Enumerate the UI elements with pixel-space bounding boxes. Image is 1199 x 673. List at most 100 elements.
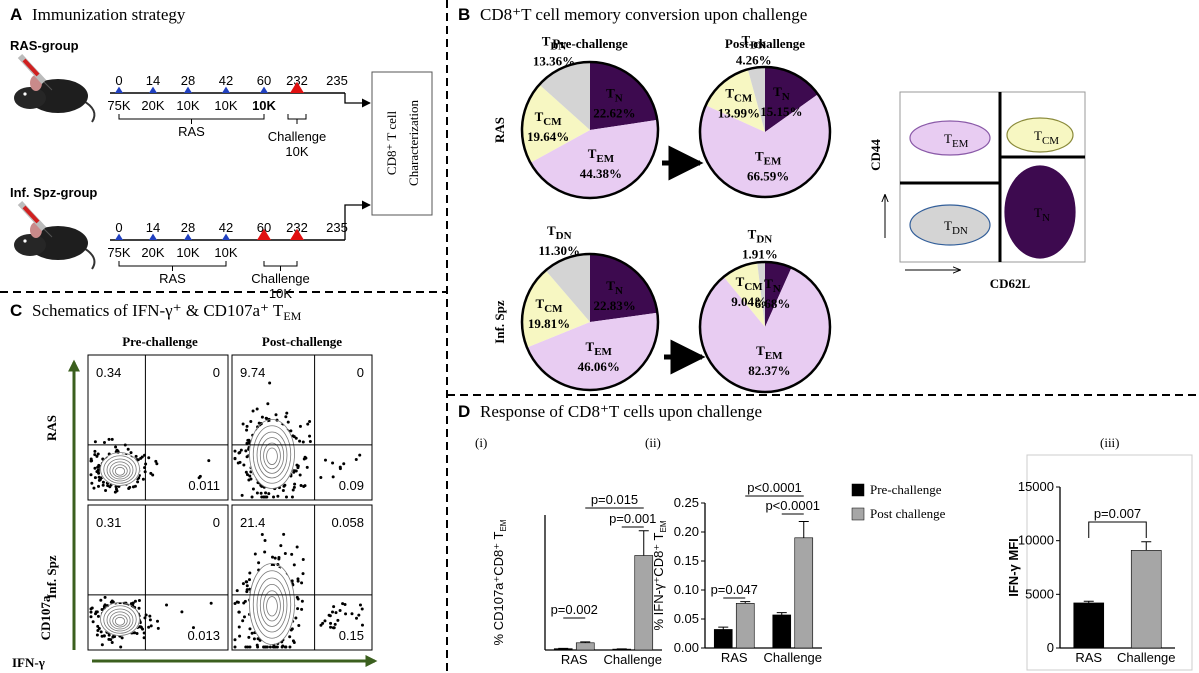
population-label-sub: DN [952, 225, 968, 237]
cell-event [136, 480, 140, 484]
cell-event [298, 439, 302, 443]
cell-event [105, 604, 109, 608]
cell-event [242, 463, 246, 467]
pie-outline [520, 60, 660, 200]
dose-marker [184, 233, 192, 240]
cell-event [96, 468, 100, 472]
cell-event [252, 637, 256, 641]
row-label: RAS [492, 117, 507, 143]
contour [100, 602, 140, 636]
error-bar [798, 521, 809, 538]
contour [114, 616, 126, 626]
cell-event [242, 615, 246, 619]
cell-event [300, 581, 304, 585]
pie-slice [723, 262, 765, 327]
day-label: 28 [181, 220, 195, 235]
cell-event [343, 603, 347, 607]
slice-value: 22.62% [593, 106, 635, 121]
readout-label: Characterization [406, 100, 421, 186]
slice-value: 4.26% [736, 52, 772, 67]
slice-name-sub: EM [596, 153, 614, 165]
cell-event [333, 622, 337, 626]
cell-event [245, 441, 249, 445]
cell-event [91, 620, 95, 624]
dose-label: 75K [107, 98, 130, 113]
cell-event [239, 448, 243, 452]
cell-event [110, 640, 114, 644]
cell-event [323, 458, 327, 462]
cell-event [93, 476, 97, 480]
cell-event [133, 484, 137, 488]
cell-event [129, 451, 133, 455]
cell-event [113, 490, 117, 494]
slice-name-sub: N [773, 283, 781, 295]
cell-event [299, 483, 303, 487]
slice-name-sub: EM [594, 346, 612, 358]
cell-event [133, 631, 137, 635]
y-tick-label: 0.15 [674, 553, 699, 568]
pie-slice [590, 254, 658, 322]
cell-event [197, 476, 201, 480]
cell-event [100, 607, 104, 611]
cell-event [305, 465, 309, 469]
slice-value: 11.30% [538, 243, 580, 258]
cell-event [148, 618, 152, 622]
cell-event [331, 461, 335, 465]
cell-event [180, 610, 184, 614]
contour [112, 464, 128, 478]
cell-event [277, 556, 281, 560]
panel-title-sub: EM [283, 309, 301, 323]
cell-event [263, 538, 267, 542]
mouse-icon [14, 53, 96, 123]
cell-event [240, 493, 244, 497]
cell-event [338, 608, 342, 612]
cell-event [120, 636, 124, 640]
cell-event [236, 600, 240, 604]
contour-core [99, 454, 141, 486]
cell-event [290, 579, 294, 583]
cell-event [93, 440, 97, 444]
dose-label: 10K [252, 98, 276, 113]
dose-marker [260, 86, 268, 93]
contour-core [99, 604, 141, 636]
contour [114, 466, 126, 476]
contour [259, 583, 285, 627]
slice-name-base: T [542, 33, 551, 48]
population-label-base: T [944, 218, 952, 233]
y-tick-label: 10000 [1018, 533, 1054, 548]
slice-value: 82.37% [748, 363, 790, 378]
chart-label: (iii) [1100, 435, 1120, 450]
cell-event [135, 632, 139, 636]
x-tick-label: RAS [561, 652, 588, 667]
panel-label: A [10, 5, 22, 24]
cell-event [257, 561, 261, 565]
cell-event [241, 619, 245, 623]
axis-label: IFN-γ [12, 655, 45, 670]
column-header: Pre-challenge [552, 36, 628, 51]
cell-event [248, 474, 252, 478]
cell-event [360, 623, 364, 627]
slice-name: TCM [536, 296, 564, 315]
slice-name-base: T [755, 148, 764, 163]
slice-name: TEM [588, 146, 615, 165]
cell-event [285, 411, 289, 415]
quadrant-value: 0.31 [96, 515, 121, 530]
panel-label: D [458, 402, 470, 421]
slice-name-base: T [606, 278, 615, 293]
slice-name: TDN [741, 32, 766, 51]
y-tick-label: 0 [1047, 640, 1054, 655]
cell-event [272, 495, 276, 499]
cell-event [247, 635, 251, 639]
contour [100, 452, 140, 486]
slice-name: TCM [535, 109, 563, 128]
mouse-head [14, 234, 46, 256]
slice-value: 15.15% [760, 104, 802, 119]
slice-name: TDN [542, 33, 567, 52]
panel-title: Schematics of IFN-γ⁺ & CD107a⁺ TEM [32, 301, 302, 323]
y-axis-label-base: % CD107a⁺CD8⁺ T [491, 531, 506, 645]
cell-event [103, 603, 107, 607]
pie-slice [700, 94, 830, 197]
cell-event [233, 638, 237, 642]
cell-event [209, 601, 213, 605]
